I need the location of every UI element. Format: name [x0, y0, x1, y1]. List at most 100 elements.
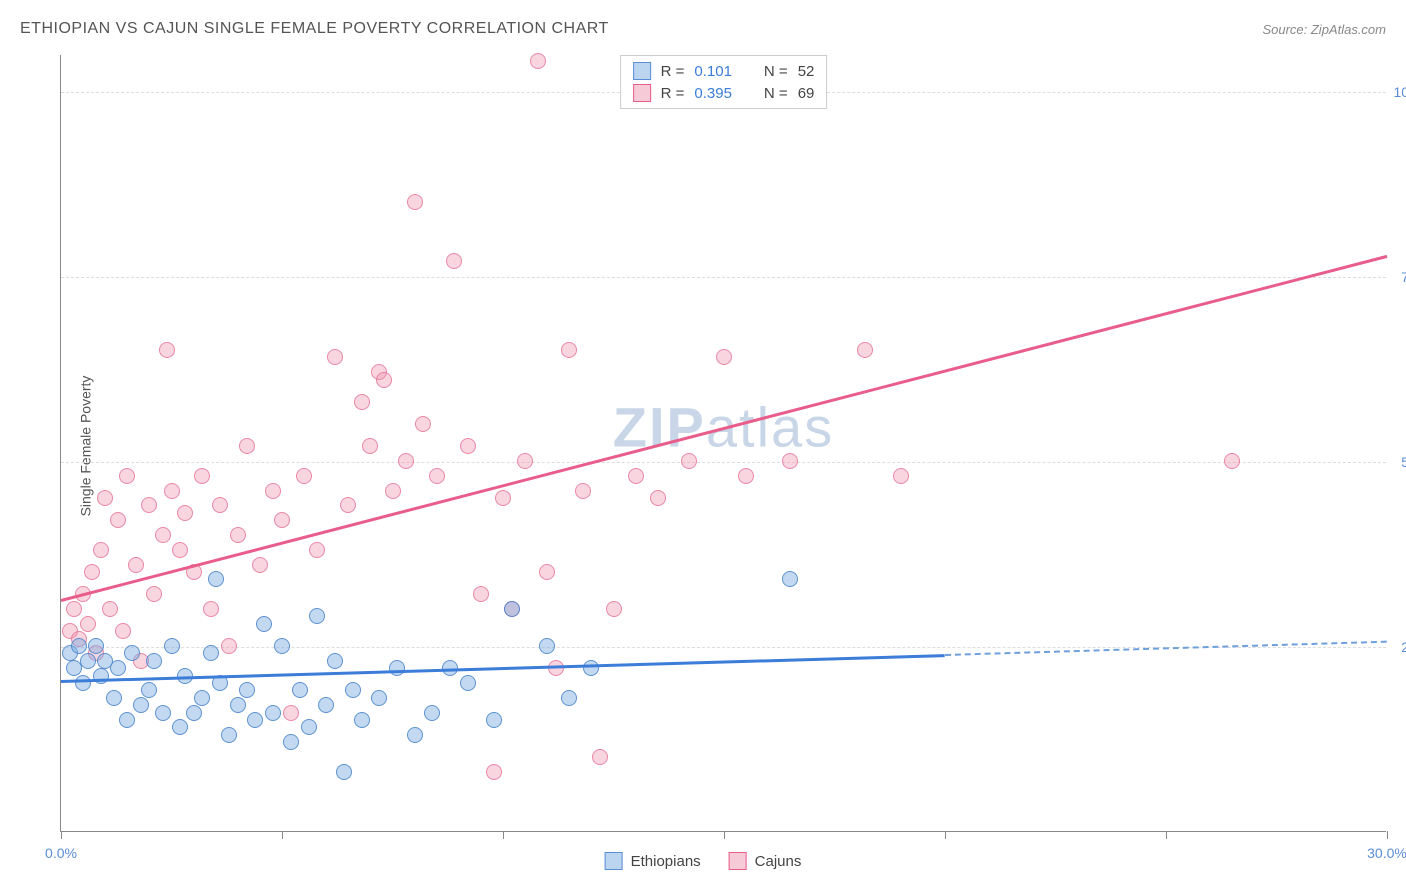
- scatter-point-ethiopians: [230, 697, 246, 713]
- scatter-point-ethiopians: [782, 571, 798, 587]
- scatter-point-cajuns: [93, 542, 109, 558]
- scatter-point-ethiopians: [186, 705, 202, 721]
- scatter-point-cajuns: [80, 616, 96, 632]
- scatter-point-cajuns: [446, 253, 462, 269]
- scatter-point-ethiopians: [208, 571, 224, 587]
- scatter-point-cajuns: [857, 342, 873, 358]
- scatter-point-cajuns: [159, 342, 175, 358]
- scatter-point-ethiopians: [318, 697, 334, 713]
- legend-item: Cajuns: [729, 852, 802, 870]
- scatter-point-ethiopians: [164, 638, 180, 654]
- scatter-point-cajuns: [274, 512, 290, 528]
- scatter-point-ethiopians: [155, 705, 171, 721]
- scatter-point-cajuns: [561, 342, 577, 358]
- legend-item: Ethiopians: [605, 852, 701, 870]
- scatter-point-cajuns: [115, 623, 131, 639]
- legend-label: Cajuns: [755, 853, 802, 870]
- r-label: R =: [661, 63, 685, 80]
- scatter-point-cajuns: [102, 601, 118, 617]
- scatter-point-ethiopians: [504, 601, 520, 617]
- scatter-point-cajuns: [283, 705, 299, 721]
- n-value: 52: [798, 63, 815, 80]
- scatter-point-cajuns: [460, 438, 476, 454]
- scatter-point-cajuns: [415, 416, 431, 432]
- r-value: 0.101: [694, 63, 732, 80]
- scatter-point-cajuns: [66, 601, 82, 617]
- scatter-point-cajuns: [486, 764, 502, 780]
- scatter-point-cajuns: [681, 453, 697, 469]
- scatter-point-cajuns: [327, 349, 343, 365]
- r-value: 0.395: [694, 85, 732, 102]
- scatter-point-ethiopians: [80, 653, 96, 669]
- scatter-point-cajuns: [221, 638, 237, 654]
- scatter-point-ethiopians: [345, 682, 361, 698]
- scatter-point-ethiopians: [292, 682, 308, 698]
- gridline: [61, 462, 1386, 463]
- scatter-point-cajuns: [407, 194, 423, 210]
- scatter-point-ethiopians: [265, 705, 281, 721]
- chart-plot-area: ZIPatlas R =0.101N =52R =0.395N =69 25.0…: [60, 55, 1386, 832]
- correlation-legend: R =0.101N =52R =0.395N =69: [620, 55, 828, 109]
- scatter-point-ethiopians: [354, 712, 370, 728]
- scatter-point-ethiopians: [71, 638, 87, 654]
- x-tick: [282, 831, 283, 839]
- scatter-point-cajuns: [1224, 453, 1240, 469]
- scatter-point-cajuns: [429, 468, 445, 484]
- scatter-point-cajuns: [177, 505, 193, 521]
- scatter-point-cajuns: [530, 53, 546, 69]
- scatter-point-ethiopians: [141, 682, 157, 698]
- scatter-point-cajuns: [495, 490, 511, 506]
- scatter-point-cajuns: [230, 527, 246, 543]
- scatter-point-cajuns: [97, 490, 113, 506]
- legend-swatch: [729, 852, 747, 870]
- scatter-point-ethiopians: [221, 727, 237, 743]
- scatter-point-ethiopians: [460, 675, 476, 691]
- x-tick-label: 30.0%: [1367, 845, 1406, 861]
- scatter-point-ethiopians: [88, 638, 104, 654]
- trend-line-ethiopians-extrapolated: [945, 641, 1387, 656]
- scatter-point-cajuns: [252, 557, 268, 573]
- n-value: 69: [798, 85, 815, 102]
- scatter-point-cajuns: [575, 483, 591, 499]
- y-tick-label: 100.0%: [1394, 84, 1406, 100]
- scatter-point-ethiopians: [309, 608, 325, 624]
- x-tick: [1387, 831, 1388, 839]
- scatter-point-cajuns: [376, 372, 392, 388]
- scatter-point-cajuns: [146, 586, 162, 602]
- scatter-point-cajuns: [893, 468, 909, 484]
- trend-line-ethiopians: [61, 654, 945, 683]
- scatter-point-cajuns: [239, 438, 255, 454]
- legend-label: Ethiopians: [631, 853, 701, 870]
- scatter-point-cajuns: [738, 468, 754, 484]
- scatter-point-ethiopians: [75, 675, 91, 691]
- scatter-point-ethiopians: [133, 697, 149, 713]
- scatter-point-cajuns: [194, 468, 210, 484]
- legend-swatch: [633, 62, 651, 80]
- series-legend: Ethiopians Cajuns: [605, 852, 802, 870]
- scatter-point-cajuns: [119, 468, 135, 484]
- r-label: R =: [661, 85, 685, 102]
- scatter-point-cajuns: [354, 394, 370, 410]
- scatter-point-ethiopians: [561, 690, 577, 706]
- trend-line-cajuns: [61, 255, 1388, 602]
- x-tick: [503, 831, 504, 839]
- scatter-point-ethiopians: [256, 616, 272, 632]
- scatter-point-ethiopians: [119, 712, 135, 728]
- scatter-point-cajuns: [212, 497, 228, 513]
- scatter-point-ethiopians: [424, 705, 440, 721]
- scatter-point-cajuns: [782, 453, 798, 469]
- scatter-point-cajuns: [155, 527, 171, 543]
- scatter-point-ethiopians: [110, 660, 126, 676]
- scatter-point-cajuns: [309, 542, 325, 558]
- scatter-point-ethiopians: [371, 690, 387, 706]
- scatter-point-ethiopians: [407, 727, 423, 743]
- scatter-point-cajuns: [650, 490, 666, 506]
- scatter-point-ethiopians: [194, 690, 210, 706]
- scatter-point-cajuns: [110, 512, 126, 528]
- scatter-point-ethiopians: [327, 653, 343, 669]
- scatter-point-cajuns: [296, 468, 312, 484]
- scatter-point-ethiopians: [336, 764, 352, 780]
- legend-swatch: [605, 852, 623, 870]
- scatter-point-cajuns: [128, 557, 144, 573]
- scatter-point-cajuns: [716, 349, 732, 365]
